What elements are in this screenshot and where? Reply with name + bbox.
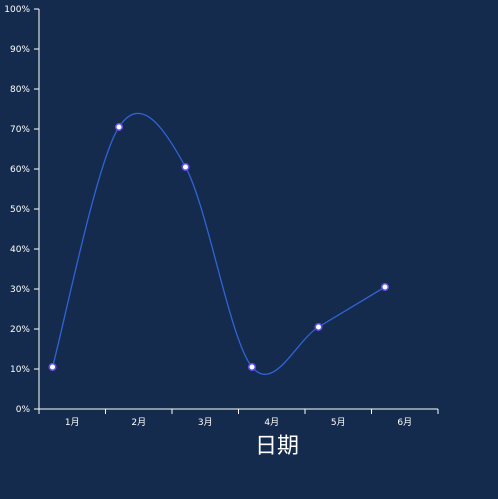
y-tick-label: 20%	[10, 325, 30, 335]
y-tick-label: 60%	[10, 165, 30, 175]
series-line	[51, 112, 386, 375]
y-tick-label: 0%	[16, 405, 31, 415]
x-tick-label: 6月	[397, 417, 412, 428]
y-tick-label: 80%	[10, 85, 30, 95]
x-tick-label: 3月	[198, 417, 213, 428]
y-tick-label: 100%	[4, 5, 30, 15]
x-tick-label: 2月	[131, 417, 146, 428]
series-layer	[48, 112, 390, 375]
y-tick-label: 90%	[10, 45, 30, 55]
y-tick-label: 30%	[10, 285, 30, 295]
y-axis: 0% 10% 20% 30% 40% 50% 60% 70% 80% 90% 100%	[4, 5, 40, 415]
data-point[interactable]	[114, 122, 124, 132]
y-tick-label: 50%	[10, 205, 30, 215]
x-tick-label: 1月	[65, 417, 80, 428]
data-point[interactable]	[247, 362, 257, 372]
data-point[interactable]	[48, 362, 57, 372]
data-point[interactable]	[314, 322, 323, 332]
y-tick-label: 40%	[10, 245, 30, 255]
data-point[interactable]	[380, 282, 390, 292]
y-tick-label: 10%	[10, 365, 30, 375]
x-axis-title: 日期	[255, 434, 299, 459]
y-tick-label: 70%	[10, 125, 30, 135]
x-tick-label: 4月	[264, 417, 279, 428]
x-axis: 1月 2月 3月 4月 5月 6月	[38, 408, 439, 428]
data-point[interactable]	[181, 162, 190, 172]
x-tick-label: 5月	[331, 417, 346, 428]
